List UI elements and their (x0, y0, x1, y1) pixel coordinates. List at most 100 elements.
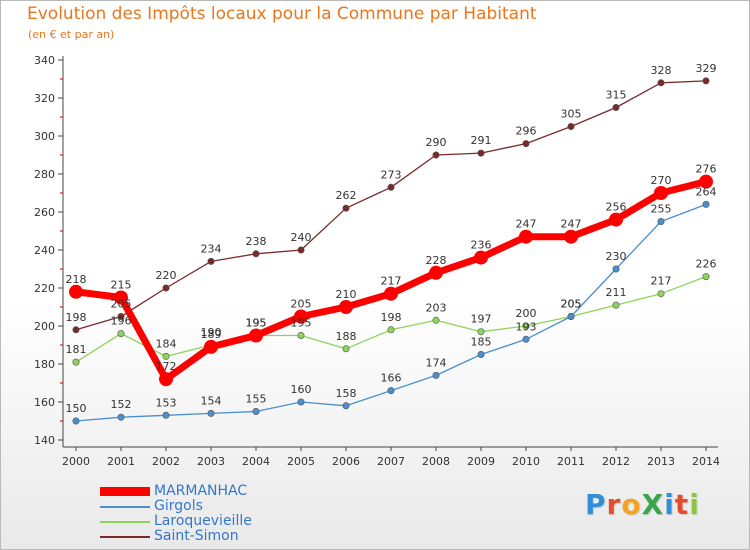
data-label-girgols: 154 (201, 394, 222, 407)
chart-title: Evolution des Impôts locaux pour la Comm… (27, 4, 537, 24)
data-label-girgols: 155 (246, 393, 267, 406)
data-point-marmanhac (114, 290, 128, 305)
data-label-saint-simon: 291 (471, 134, 492, 147)
data-label-marmanhac: 205 (291, 298, 312, 311)
x-tick-label: 2000 (62, 455, 90, 468)
y-tick-label: 220 (34, 282, 55, 295)
data-point-marmanhac (159, 372, 173, 387)
data-point-girgols (477, 350, 485, 358)
data-label-laroquevieille: 190 (201, 326, 222, 339)
data-label-laroquevieille: 184 (156, 337, 177, 350)
data-label-saint-simon: 240 (291, 231, 312, 244)
data-point-saint-simon (387, 183, 395, 191)
data-label-laroquevieille: 181 (66, 343, 87, 356)
data-point-marmanhac (564, 229, 578, 244)
data-point-girgols (522, 335, 530, 343)
data-label-marmanhac: 215 (111, 279, 132, 292)
data-label-girgols: 153 (156, 396, 177, 409)
y-tick-label: 280 (34, 168, 55, 181)
y-tick-label: 200 (34, 320, 55, 333)
data-point-girgols (612, 265, 620, 273)
legend-label: Saint-Simon (154, 528, 239, 544)
data-label-saint-simon: 329 (696, 62, 717, 75)
data-label-laroquevieille: 211 (606, 286, 627, 299)
data-point-saint-simon (207, 257, 215, 265)
data-label-laroquevieille: 200 (516, 307, 537, 320)
data-point-girgols (657, 218, 665, 226)
data-point-girgols (207, 409, 215, 417)
data-point-marmanhac (609, 212, 623, 227)
data-label-saint-simon: 262 (336, 189, 357, 202)
data-label-marmanhac: 210 (336, 288, 357, 301)
data-point-girgols (117, 413, 125, 421)
y-tick-label: 340 (34, 54, 55, 67)
data-label-laroquevieille: 217 (651, 275, 672, 288)
data-point-saint-simon (162, 284, 170, 292)
chart-subtitle: (en € et par an) (28, 28, 115, 41)
data-point-laroquevieille (657, 290, 665, 298)
data-label-girgols: 150 (66, 402, 87, 415)
y-tick-label: 260 (34, 206, 55, 219)
legend-swatch (100, 536, 150, 538)
x-tick-label: 2014 (692, 455, 720, 468)
data-label-saint-simon: 273 (381, 168, 402, 181)
data-label-laroquevieille: 195 (246, 317, 267, 330)
data-label-marmanhac: 247 (561, 218, 582, 231)
x-tick-label: 2009 (467, 455, 495, 468)
data-label-saint-simon: 290 (426, 136, 447, 149)
x-tick-label: 2013 (647, 455, 675, 468)
data-label-girgols: 174 (426, 356, 447, 369)
data-point-marmanhac (519, 229, 533, 244)
data-point-girgols (567, 312, 575, 320)
data-point-saint-simon (657, 79, 665, 87)
data-point-marmanhac (249, 328, 263, 343)
logo-letter: r (606, 488, 622, 521)
data-point-marmanhac (294, 309, 308, 324)
data-point-marmanhac (69, 284, 83, 299)
data-point-saint-simon (252, 250, 260, 258)
data-point-girgols (432, 371, 440, 379)
data-label-laroquevieille: 188 (336, 330, 357, 343)
data-point-girgols (162, 411, 170, 419)
data-point-marmanhac (339, 300, 353, 314)
x-tick-label: 2008 (422, 455, 450, 468)
legend-swatch (100, 521, 150, 523)
logo-letter: i (664, 488, 675, 521)
y-tick-label: 160 (34, 396, 55, 409)
data-point-laroquevieille (72, 358, 80, 366)
data-label-laroquevieille: 203 (426, 301, 447, 314)
data-label-marmanhac: 270 (651, 174, 672, 187)
data-point-saint-simon (432, 151, 440, 159)
data-point-laroquevieille (162, 352, 170, 360)
data-label-girgols: 158 (336, 387, 357, 400)
data-point-laroquevieille (342, 345, 350, 353)
y-tick-label: 180 (34, 358, 55, 371)
data-label-marmanhac: 172 (156, 360, 177, 373)
data-label-marmanhac: 217 (381, 275, 402, 288)
data-label-girgols: 230 (606, 250, 627, 263)
data-label-girgols: 185 (471, 336, 492, 349)
x-tick-label: 2003 (197, 455, 225, 468)
data-point-laroquevieille (387, 326, 395, 334)
data-label-marmanhac: 256 (606, 201, 627, 214)
data-label-saint-simon: 198 (66, 311, 87, 324)
x-tick-label: 2001 (107, 455, 135, 468)
data-point-girgols (297, 398, 305, 406)
y-tick-label: 140 (34, 434, 55, 447)
legend-swatch (100, 506, 150, 508)
y-tick-label: 320 (34, 92, 55, 105)
data-label-girgols: 193 (516, 320, 537, 333)
y-tick-label: 300 (34, 130, 55, 143)
data-point-laroquevieille (477, 328, 485, 336)
data-label-marmanhac: 276 (696, 163, 717, 176)
x-tick-label: 2002 (152, 455, 180, 468)
data-label-laroquevieille: 195 (291, 317, 312, 330)
data-label-girgols: 160 (291, 383, 312, 396)
logo-letter: o (621, 488, 642, 521)
data-point-girgols (72, 417, 80, 425)
data-point-saint-simon (117, 312, 125, 320)
x-tick-label: 2006 (332, 455, 360, 468)
data-label-marmanhac: 228 (426, 254, 447, 267)
proxiti-logo: ProXiti (585, 488, 700, 521)
